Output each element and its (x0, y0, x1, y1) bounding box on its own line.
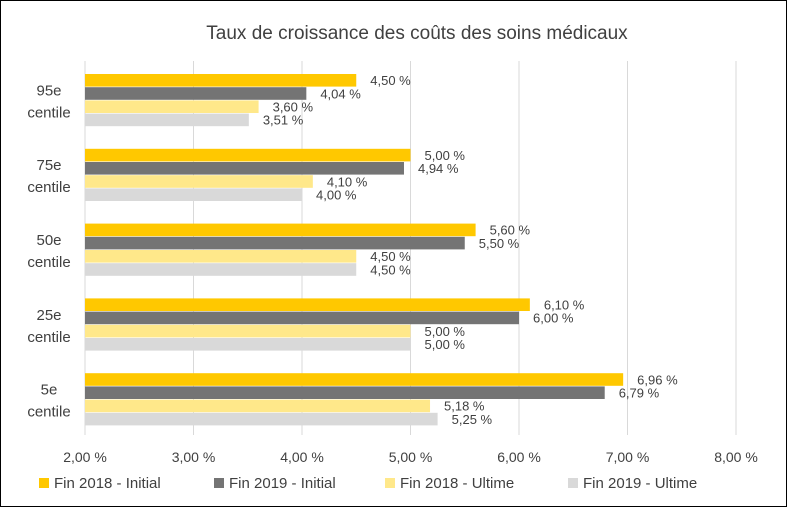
category-label-line-1: 95e (36, 82, 61, 99)
data-label-2-3: 4,50 % (370, 262, 411, 277)
bar-0-0 (85, 74, 357, 87)
category-label-line-2: centile (27, 104, 70, 121)
x-tick-label-2: 4,00 % (280, 449, 324, 465)
category-labels: 95e centile 75e centile 50e centile 25e centile… (27, 82, 70, 420)
legend: Fin 2018 - Initial Fin 2019 - Initial Fin … (39, 475, 697, 492)
data-label-2-1: 5,50 % (479, 236, 520, 251)
x-tick-label-4: 6,00 % (497, 449, 541, 465)
legend-item-1: Fin 2019 - Initial (214, 475, 336, 492)
data-label-4-3: 5,25 % (452, 412, 493, 427)
category-label-2: 50e centile (27, 232, 70, 271)
data-label-0-3: 3,51 % (263, 113, 304, 128)
bar-4-1 (85, 386, 605, 399)
data-label-4-1: 6,79 % (619, 386, 660, 401)
category-label-line-2: centile (27, 254, 70, 271)
bar-2-0 (85, 223, 476, 237)
bar-4-2 (85, 399, 431, 413)
data-label-3-1: 6,00 % (533, 311, 574, 326)
bar-2-1 (85, 236, 465, 250)
category-label-line-2: centile (27, 179, 70, 196)
x-tick-labels: 2,00 % 3,00 % 4,00 % 5,00 % 6,00 % 7,00 % 8,00… (63, 449, 758, 465)
x-tick-label-1: 3,00 % (172, 449, 216, 465)
category-label-line-2: centile (27, 329, 70, 346)
category-label-line-1: 25e (36, 307, 61, 324)
bar-3-0 (85, 298, 530, 311)
data-labels: 4,50 %4,04 %3,60 %3,51 %5,00 %4,94 %4,10… (263, 73, 678, 427)
legend-swatch-2 (385, 478, 395, 488)
data-label-1-2: 4,10 % (327, 174, 368, 189)
data-label-1-0: 5,00 % (425, 148, 466, 163)
bar-0-3 (85, 113, 249, 127)
bar-1-0 (85, 148, 411, 162)
bar-3-1 (85, 311, 519, 325)
bar-3-3 (85, 338, 411, 351)
bar-0-1 (85, 87, 307, 100)
data-label-0-1: 4,04 % (320, 86, 361, 101)
data-label-2-0: 5,60 % (490, 223, 531, 238)
x-tick-label-5: 7,00 % (606, 449, 650, 465)
bar-1-1 (85, 162, 404, 175)
legend-item-3: Fin 2019 - Ultime (568, 475, 697, 492)
data-label-4-2: 5,18 % (444, 399, 485, 414)
data-label-3-0: 6,10 % (544, 298, 585, 313)
legend-label-0: Fin 2018 - Initial (54, 475, 161, 492)
bar-3-2 (85, 324, 411, 338)
legend-swatch-1 (214, 478, 224, 488)
category-label-3: 25e centile (27, 307, 70, 346)
bar-4-3 (85, 412, 438, 426)
bar-4-0 (85, 373, 624, 386)
bars (85, 74, 624, 426)
data-label-1-1: 4,94 % (418, 161, 459, 176)
bar-0-2 (85, 100, 259, 113)
bar-1-2 (85, 175, 313, 188)
bar-2-2 (85, 250, 357, 263)
legend-swatch-3 (568, 478, 578, 488)
legend-label-2: Fin 2018 - Ultime (400, 475, 514, 492)
data-label-2-2: 4,50 % (370, 249, 411, 264)
legend-label-3: Fin 2019 - Ultime (583, 475, 697, 492)
x-tick-label-6: 8,00 % (714, 449, 758, 465)
legend-label-1: Fin 2019 - Initial (229, 475, 336, 492)
category-label-line-2: centile (27, 404, 70, 421)
category-label-line-1: 5e (41, 382, 58, 399)
legend-swatch-0 (39, 478, 49, 488)
chart-title: Taux de croissance des coûts des soins m… (206, 23, 628, 44)
category-label-line-1: 75e (36, 157, 61, 174)
category-label-0: 95e centile (27, 82, 70, 121)
legend-item-0: Fin 2018 - Initial (39, 475, 161, 492)
data-label-3-2: 5,00 % (425, 324, 466, 339)
data-label-0-2: 3,60 % (273, 100, 314, 115)
x-tick-label-0: 2,00 % (63, 449, 107, 465)
x-tick-label-3: 5,00 % (389, 449, 433, 465)
legend-item-2: Fin 2018 - Ultime (385, 475, 514, 492)
data-label-4-0: 6,96 % (637, 372, 678, 387)
bar-2-3 (85, 263, 357, 276)
data-label-1-3: 4,00 % (316, 188, 357, 203)
data-label-0-0: 4,50 % (370, 73, 411, 88)
category-label-line-1: 50e (36, 232, 61, 249)
bar-1-3 (85, 188, 302, 201)
category-label-1: 75e centile (27, 157, 70, 196)
category-label-4: 5e centile (27, 382, 70, 421)
data-label-3-3: 5,00 % (425, 337, 466, 352)
